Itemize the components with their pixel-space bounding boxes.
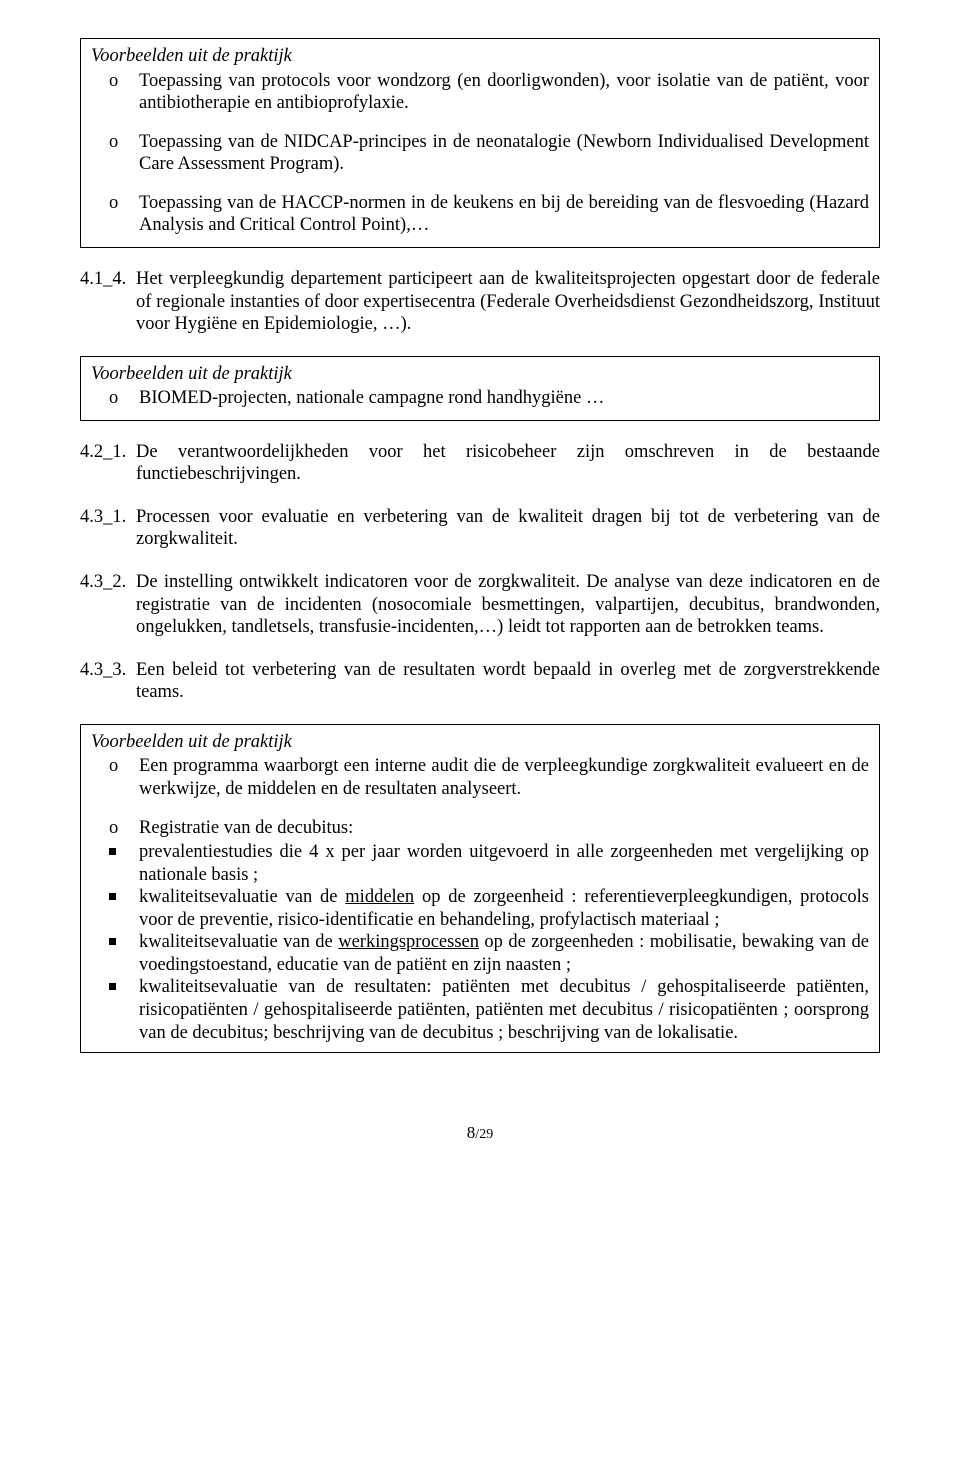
example-box-3: Voorbeelden uit de praktijk Een programm… xyxy=(80,724,880,1053)
sq2-pre: kwaliteitsevaluatie van de xyxy=(139,887,345,907)
sq3-underline: werkingsprocessen xyxy=(338,932,479,952)
para-body: De instelling ontwikkelt indicatoren voo… xyxy=(136,571,880,639)
para-label: 4.3_2. xyxy=(80,571,136,639)
paragraph-4-2-1: 4.2_1. De verantwoordelijkheden voor het… xyxy=(80,441,880,486)
box1-item-1: Toepassing van protocols voor wondzorg (… xyxy=(139,70,869,115)
box3-sq4: kwaliteitsevaluatie van de resultaten: p… xyxy=(139,976,869,1044)
para-body: Een beleid tot verbetering van de result… xyxy=(136,659,880,704)
box3-sq2: kwaliteitsevaluatie van de middelen op d… xyxy=(139,886,869,931)
box3-o1: Een programma waarborgt een interne audi… xyxy=(139,755,869,800)
box3-sq1: prevalentiestudies die 4 x per jaar word… xyxy=(139,841,869,886)
box1-item-2: Toepassing van de NIDCAP-principes in de… xyxy=(139,131,869,176)
sq2-underline: middelen xyxy=(345,887,414,907)
box1-list: Toepassing van protocols voor wondzorg (… xyxy=(91,70,869,237)
para-body: Processen voor evaluatie en verbetering … xyxy=(136,506,880,551)
box3-square-list: prevalentiestudies die 4 x per jaar word… xyxy=(91,841,869,1044)
box3-o-list: Een programma waarborgt een interne audi… xyxy=(91,755,869,839)
page-number: 8/29 xyxy=(80,1123,880,1144)
box2-list: BIOMED-projecten, nationale campagne ron… xyxy=(91,387,869,410)
paragraph-4-1-4: 4.1_4. Het verpleegkundig departement pa… xyxy=(80,268,880,336)
paragraph-4-3-1: 4.3_1. Processen voor evaluatie en verbe… xyxy=(80,506,880,551)
page-total: 29 xyxy=(479,1127,493,1142)
paragraph-4-3-2: 4.3_2. De instelling ontwikkelt indicato… xyxy=(80,571,880,639)
document-page: Voorbeelden uit de praktijk Toepassing v… xyxy=(0,0,960,1184)
example-box-2: Voorbeelden uit de praktijk BIOMED-proje… xyxy=(80,356,880,421)
box3-sq3: kwaliteitsevaluatie van de werkingsproce… xyxy=(139,931,869,976)
box1-title: Voorbeelden uit de praktijk xyxy=(91,45,869,68)
box3-o2: Registratie van de decubitus: xyxy=(139,817,869,840)
para-label: 4.1_4. xyxy=(80,268,136,336)
box3-title: Voorbeelden uit de praktijk xyxy=(91,731,869,754)
para-body: De verantwoordelijkheden voor het risico… xyxy=(136,441,880,486)
para-label: 4.3_3. xyxy=(80,659,136,704)
box2-title: Voorbeelden uit de praktijk xyxy=(91,363,869,386)
para-label: 4.2_1. xyxy=(80,441,136,486)
sq3-pre: kwaliteitsevaluatie van de xyxy=(139,932,338,952)
example-box-1: Voorbeelden uit de praktijk Toepassing v… xyxy=(80,38,880,248)
paragraph-4-3-3: 4.3_3. Een beleid tot verbetering van de… xyxy=(80,659,880,704)
box2-item-1: BIOMED-projecten, nationale campagne ron… xyxy=(139,387,869,410)
para-body: Het verpleegkundig departement participe… xyxy=(136,268,880,336)
para-label: 4.3_1. xyxy=(80,506,136,551)
box1-item-3: Toepassing van de HACCP-normen in de keu… xyxy=(139,192,869,237)
